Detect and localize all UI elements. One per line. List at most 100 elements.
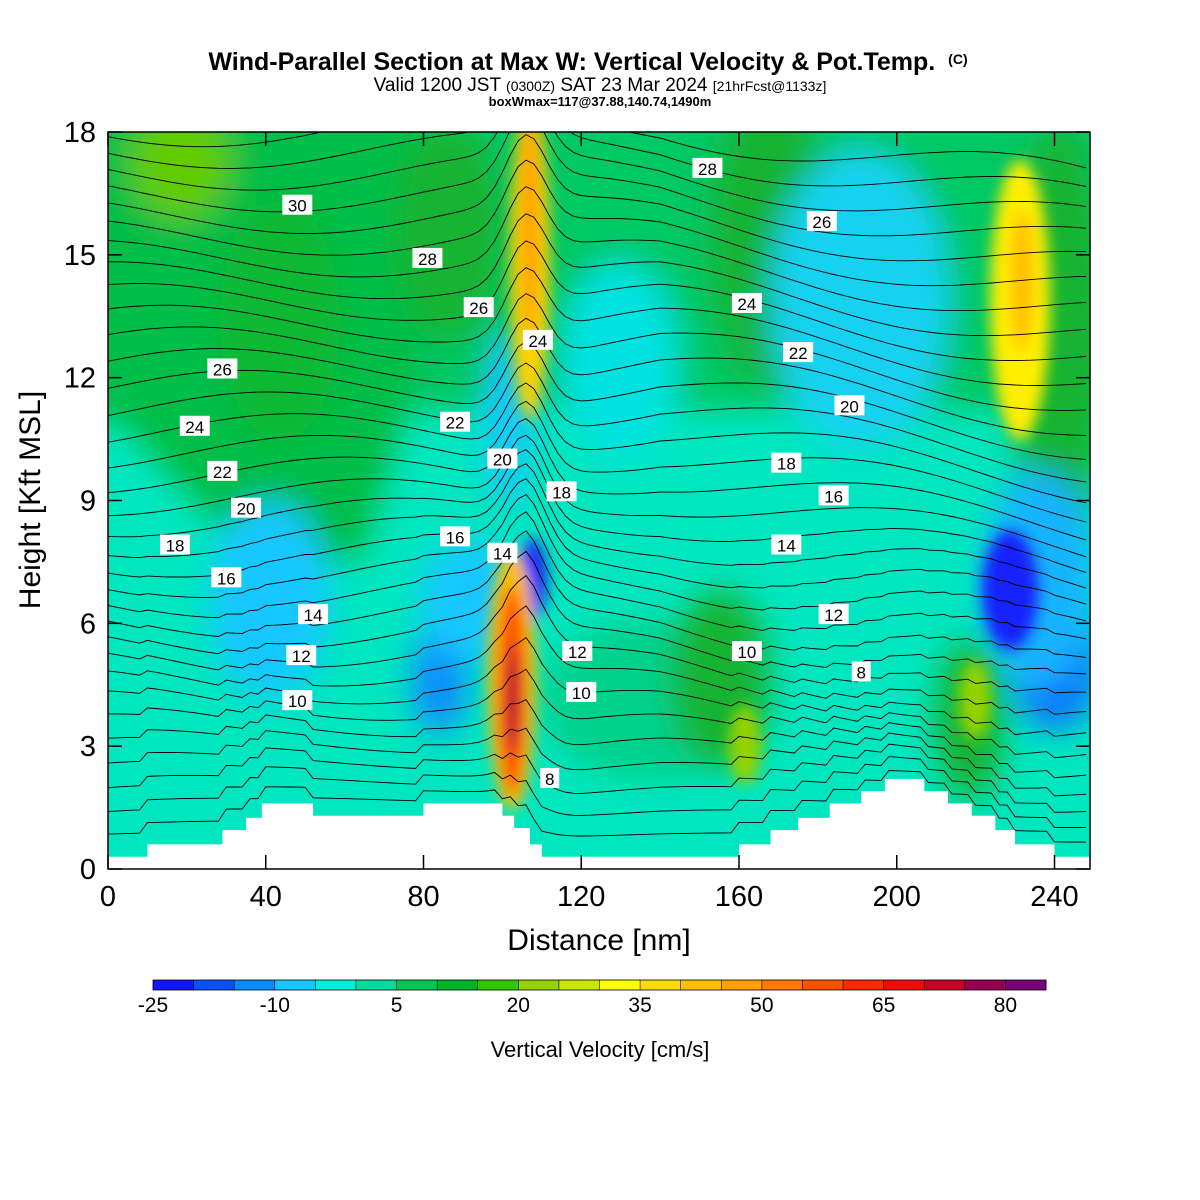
svg-text:18: 18: [552, 483, 571, 502]
colorbar-swatch-21: [1005, 980, 1047, 990]
isentrope-line-12: [108, 494, 1087, 622]
field-core-cells: [488, 132, 1050, 810]
mid-green-lobe: [395, 132, 505, 340]
colorbar-tick-label-1: -10: [260, 994, 290, 1017]
isentrope-label-17: 10: [282, 690, 313, 711]
colorbar-tick-label-3: 20: [507, 994, 530, 1017]
isentrope-line-28: [108, 159, 1087, 287]
left-mid-green: [220, 200, 340, 440]
svg-text:28: 28: [698, 160, 717, 179]
isentrope-line-8: [108, 574, 1087, 694]
isentrope-line-31: [108, 132, 1087, 212]
isentrope-label-18: 12: [562, 640, 593, 662]
isentrope-label-14: 14: [487, 542, 518, 564]
colorbar: [152, 979, 1047, 991]
isentrope-label-28: 14: [771, 534, 802, 556]
colorbar-swatch-19: [924, 980, 966, 990]
svg-text:14: 14: [304, 606, 323, 625]
x-tick-label-2: 80: [407, 881, 439, 913]
isentrope-line-19: [108, 382, 1087, 504]
lime-cell-160: [729, 705, 761, 785]
svg-text:16: 16: [217, 569, 236, 588]
y-tick-label-0: 0: [80, 854, 96, 886]
isentrope-label-0: 30: [282, 194, 313, 216]
svg-text:12: 12: [568, 643, 587, 662]
colorbar-tick-label-7: 80: [994, 994, 1017, 1017]
isentrope-label-23: 24: [731, 292, 762, 314]
title-mark: (C): [948, 51, 967, 67]
svg-text:20: 20: [493, 451, 512, 470]
isentrope-line-15: [108, 449, 1087, 574]
isentrope-label-19: 10: [566, 681, 597, 703]
x-tick-label-5: 200: [873, 881, 921, 913]
isentrope-label-13: 16: [440, 526, 471, 547]
isentrope-line-0: [108, 770, 1087, 843]
svg-text:18: 18: [777, 455, 796, 474]
isentrope-label-26: 18: [771, 452, 802, 474]
colorbar-swatch-0: [153, 980, 195, 990]
isentrope-line-26: [108, 213, 1087, 337]
isentrope-line-16: [108, 434, 1087, 558]
subtitle-fcst: [21hrFcst@1133z]: [713, 78, 827, 94]
isentrope-line-27: [108, 186, 1087, 312]
svg-text:18: 18: [166, 537, 185, 556]
colorbar-swatch-3: [274, 980, 316, 990]
x-tick-label-3: 120: [557, 881, 605, 913]
isentrope-labels: 30 28 26 24 26 24 22 20 18 16 22 20 18 16 14 14 12 10 12 10…: [160, 157, 871, 789]
isentrope-line-13: [108, 478, 1087, 605]
isentrope-line-29: [108, 134, 1087, 262]
y-tick-label-4: 12: [64, 363, 96, 395]
svg-text:10: 10: [572, 684, 591, 703]
isentrope-label-30: 10: [731, 640, 762, 662]
isentrope-label-12: 18: [546, 481, 577, 502]
colorbar-swatch-20: [964, 980, 1006, 990]
svg-text:8: 8: [857, 663, 866, 682]
isentrope-label-10: 22: [440, 411, 471, 433]
updraft-column-upper-core: [521, 132, 539, 340]
isentrope-label-25: 20: [834, 395, 865, 416]
colorbar-swatch-4: [315, 980, 357, 990]
isentrope-line-5: [108, 668, 1087, 759]
chart-title-text: Wind-Parallel Section at Max W: Vertical…: [208, 48, 935, 76]
chart-title: Wind-Parallel Section at Max W: Vertical…: [208, 48, 967, 76]
colorbar-swatch-9: [518, 980, 560, 990]
isentrope-label-1: 28: [412, 247, 443, 269]
isentrope-label-8: 18: [160, 534, 191, 556]
y-tick-label-1: 3: [80, 731, 96, 763]
isentrope-line-11: [108, 511, 1087, 640]
colorbar-swatch-14: [721, 980, 763, 990]
svg-text:20: 20: [237, 500, 256, 519]
isentrope-label-16: 12: [286, 645, 317, 666]
isentrope-label-2: 26: [463, 297, 494, 318]
colorbar-tick-labels: -25 -10 5 20 35 50 65 80: [138, 994, 1017, 1017]
colorbar-swatch-15: [761, 980, 803, 990]
svg-text:8: 8: [545, 770, 554, 789]
svg-text:22: 22: [213, 463, 232, 482]
isentrope-line-7: [108, 605, 1087, 715]
y-tick-label-3: 9: [80, 486, 96, 518]
isentrope-line-4: [108, 699, 1087, 779]
chart-info: boxWmax=117@37.88,140.74,1490m: [489, 94, 712, 109]
svg-text:10: 10: [288, 692, 307, 711]
x-tick-label-0: 0: [100, 881, 116, 913]
svg-text:28: 28: [418, 250, 437, 269]
isentrope-line-9: [108, 550, 1087, 675]
colorbar-label: Vertical Velocity [cm/s]: [491, 1037, 710, 1062]
isentrope-line-23: [108, 293, 1087, 411]
y-tick-label-2: 6: [80, 608, 96, 640]
isentrope-line-6: [108, 636, 1087, 737]
colorbar-swatch-2: [234, 980, 276, 990]
isentrope-line-30: [108, 132, 1087, 237]
isentrope-label-9: 16: [211, 567, 242, 588]
isentrope-label-31: 8: [851, 661, 871, 682]
svg-text:20: 20: [840, 397, 859, 416]
isentrope-line-14: [108, 463, 1087, 589]
colorbar-tick-label-5: 50: [750, 994, 773, 1017]
isentrope-label-7: 20: [231, 497, 262, 519]
y-tick-label-6: 18: [64, 117, 96, 149]
isentrope-line-1: [108, 756, 1087, 828]
isentropes: [108, 132, 1087, 843]
isentrope-label-21: 28: [692, 157, 723, 179]
svg-text:24: 24: [528, 332, 547, 351]
